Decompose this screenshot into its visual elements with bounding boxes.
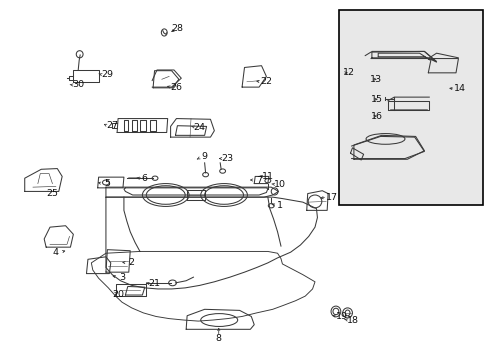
Text: 11: 11 bbox=[261, 172, 273, 181]
Text: 13: 13 bbox=[369, 75, 381, 84]
Text: 21: 21 bbox=[148, 279, 160, 288]
Text: 15: 15 bbox=[370, 95, 383, 104]
Text: 28: 28 bbox=[171, 24, 183, 33]
Text: 6: 6 bbox=[142, 174, 147, 183]
Bar bbox=[339, 10, 482, 205]
Text: 16: 16 bbox=[370, 112, 383, 121]
Text: 26: 26 bbox=[170, 83, 182, 92]
Text: 2: 2 bbox=[128, 258, 134, 267]
Text: 10: 10 bbox=[273, 180, 285, 189]
Text: 20: 20 bbox=[112, 290, 124, 299]
Text: 14: 14 bbox=[453, 84, 465, 93]
Text: 5: 5 bbox=[104, 179, 110, 188]
Text: 8: 8 bbox=[215, 334, 221, 343]
Text: 24: 24 bbox=[193, 123, 205, 132]
Text: 7: 7 bbox=[256, 176, 262, 185]
Text: 29: 29 bbox=[101, 70, 113, 79]
Text: 25: 25 bbox=[46, 189, 59, 198]
Text: 27: 27 bbox=[106, 121, 118, 130]
Text: 1: 1 bbox=[276, 201, 282, 210]
Text: 19: 19 bbox=[335, 312, 347, 321]
Text: 3: 3 bbox=[119, 273, 125, 282]
Text: 9: 9 bbox=[201, 152, 207, 161]
Text: 18: 18 bbox=[346, 315, 358, 324]
Text: 12: 12 bbox=[342, 68, 354, 77]
Text: 4: 4 bbox=[53, 248, 59, 257]
Text: 17: 17 bbox=[325, 193, 337, 202]
Text: 30: 30 bbox=[72, 81, 84, 90]
Text: 22: 22 bbox=[259, 77, 271, 86]
Text: 23: 23 bbox=[221, 154, 233, 163]
